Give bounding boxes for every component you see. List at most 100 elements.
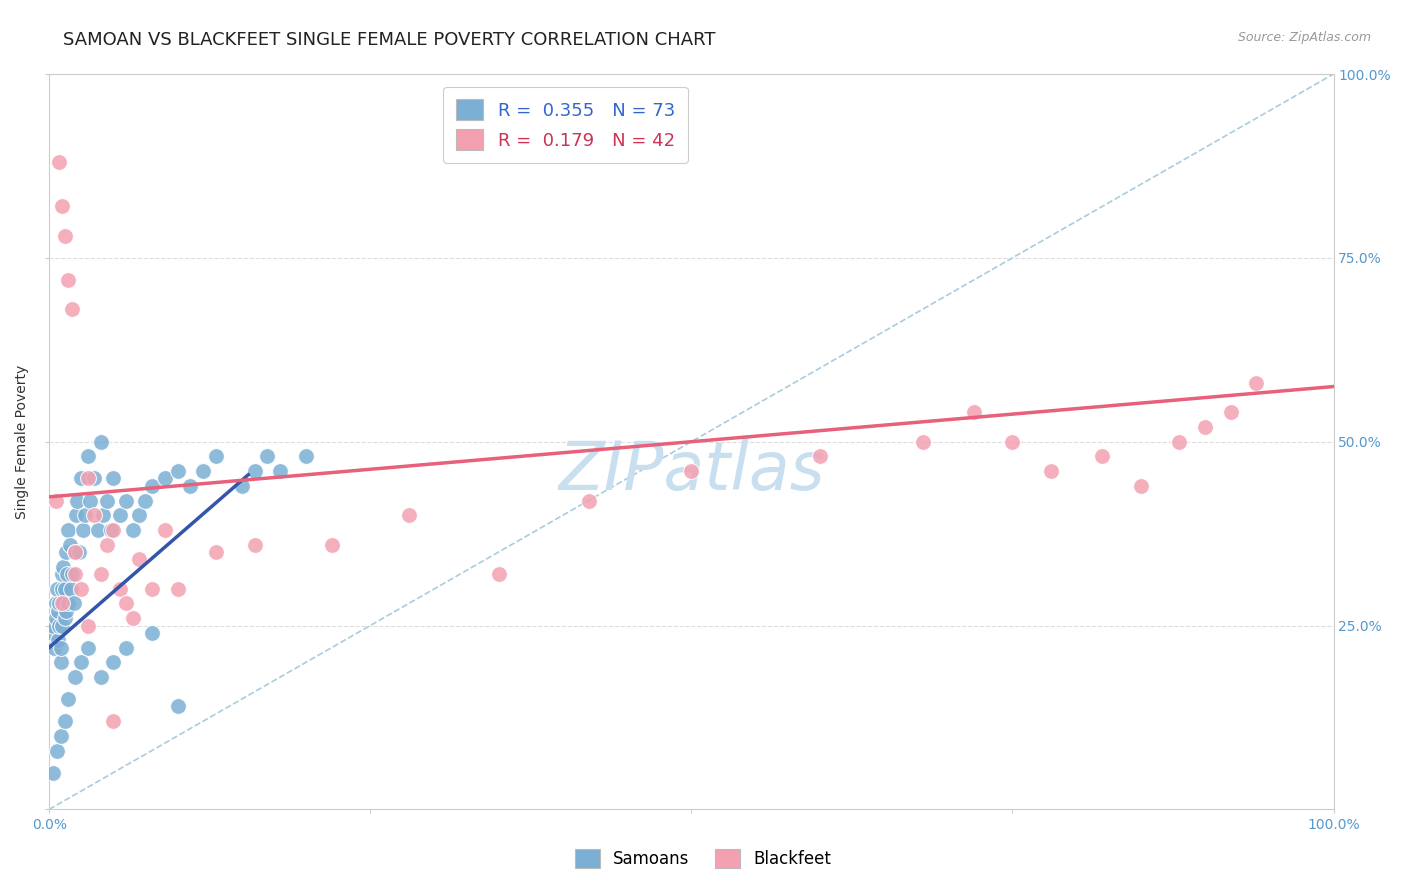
Point [153,523,176,537]
Point [166,582,188,596]
Point [63,670,86,684]
Point [128,508,150,523]
Point [115,493,138,508]
Point [231,479,253,493]
Point [166,464,188,478]
Point [205,450,228,464]
Point [193,464,215,478]
Point [75,508,97,523]
Point [121,611,143,625]
Point [58,523,80,537]
Point [1129,479,1152,493]
Point [103,523,125,537]
Point [59,582,82,596]
Point [58,273,80,287]
Point [141,479,163,493]
Point [398,508,420,523]
Point [60,302,83,317]
Point [49,655,72,669]
Legend: Samoans, Blackfeet: Samoans, Blackfeet [568,843,838,875]
Point [45,611,67,625]
Point [166,699,188,714]
Point [911,434,934,449]
Point [681,464,703,478]
Point [66,493,89,508]
Point [141,626,163,640]
Point [51,199,73,213]
Point [45,743,67,757]
Point [51,582,73,596]
Point [76,471,98,485]
Point [48,597,70,611]
Point [128,552,150,566]
Point [53,714,76,728]
Point [42,765,65,780]
Point [48,618,70,632]
Point [53,228,76,243]
Point [76,450,98,464]
Point [51,618,73,632]
Point [48,155,70,169]
Point [1001,434,1024,449]
Point [321,538,343,552]
Point [56,567,79,582]
Point [243,538,266,552]
Point [91,508,114,523]
Point [70,655,93,669]
Point [488,567,510,582]
Point [67,545,90,559]
Y-axis label: Single Female Poverty: Single Female Poverty [15,365,30,519]
Point [96,493,118,508]
Point [1246,376,1268,390]
Point [103,655,125,669]
Point [45,597,67,611]
Point [49,640,72,655]
Point [134,493,156,508]
Point [89,670,111,684]
Point [100,523,122,537]
Point [83,508,105,523]
Point [115,597,138,611]
Point [1039,464,1062,478]
Point [58,597,80,611]
Legend: R =  0.355 N = 73, R =  0.179 N = 42: R = 0.355 N = 73, R = 0.179 N = 42 [443,87,688,162]
Point [269,464,291,478]
Point [65,508,87,523]
Point [179,479,201,493]
Point [103,471,125,485]
Point [108,508,131,523]
Point [52,597,75,611]
Point [808,450,831,464]
Point [295,450,318,464]
Point [58,692,80,706]
Point [108,582,131,596]
Point [53,582,76,596]
Point [963,405,986,419]
Point [51,567,73,582]
Point [121,523,143,537]
Point [578,493,600,508]
Point [205,545,228,559]
Point [103,714,125,728]
Point [41,626,63,640]
Point [1168,434,1191,449]
Point [76,618,98,632]
Point [46,604,69,618]
Point [89,567,111,582]
Point [63,545,86,559]
Point [44,640,66,655]
Point [83,471,105,485]
Point [55,604,77,618]
Point [49,729,72,743]
Point [243,464,266,478]
Point [63,567,86,582]
Point [42,618,65,632]
Point [60,567,83,582]
Text: SAMOAN VS BLACKFEET SINGLE FEMALE POVERTY CORRELATION CHART: SAMOAN VS BLACKFEET SINGLE FEMALE POVERT… [63,31,716,49]
Point [53,611,76,625]
Point [59,538,82,552]
Text: ZIPatlas: ZIPatlas [558,438,824,504]
Point [89,434,111,449]
Point [153,471,176,485]
Point [70,471,93,485]
